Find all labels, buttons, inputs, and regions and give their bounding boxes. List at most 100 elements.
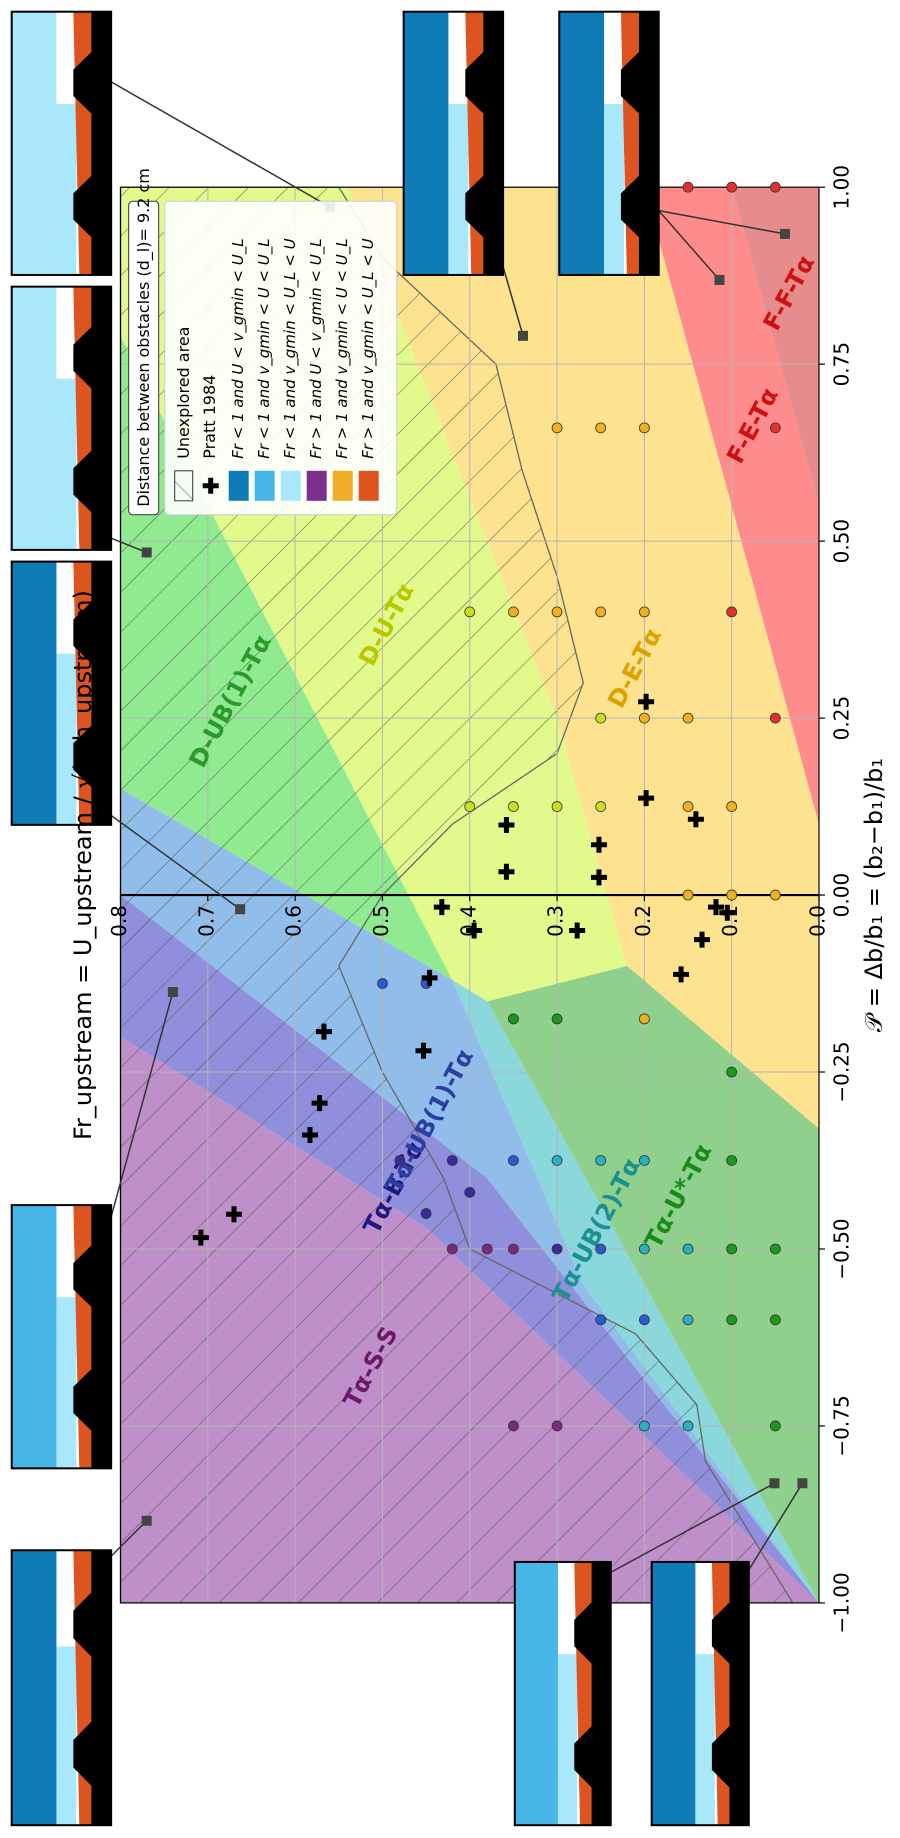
thumbnail-water [11, 561, 57, 825]
data-point [595, 422, 607, 434]
data-point [551, 1013, 563, 1025]
data-point [638, 422, 650, 434]
data-point [638, 1314, 650, 1326]
data-point [551, 1155, 563, 1166]
thumbnail-water-light [557, 1654, 578, 1826]
pratt-marker [569, 922, 586, 939]
connector [110, 991, 174, 1217]
pratt-marker [315, 1023, 332, 1040]
data-point [682, 1243, 694, 1255]
data-point [394, 1155, 406, 1166]
connector [608, 1482, 775, 1575]
thumbnail-water-light [56, 103, 77, 275]
x-tick-label: −0.50 [830, 1218, 854, 1279]
snapshot-marker [797, 1478, 808, 1489]
annotation-box [128, 200, 160, 516]
connector [110, 81, 331, 208]
thumbnail-floor [483, 11, 504, 275]
legend-swatch [358, 470, 379, 501]
data-point [595, 712, 607, 724]
thumbnail-water [11, 1205, 57, 1469]
connector [745, 1482, 804, 1575]
data-point [508, 1420, 519, 1432]
thumbnail-floor [91, 561, 112, 825]
regime-region [452, 979, 819, 1603]
thumbnail-floor [91, 11, 112, 275]
data-point [481, 1243, 493, 1255]
pratt-marker [192, 1229, 209, 1246]
data-point [551, 606, 563, 618]
data-point [638, 1155, 650, 1166]
data-point [638, 1420, 650, 1432]
data-point [420, 1208, 432, 1219]
data-point [769, 889, 781, 901]
legend-swatch [202, 477, 219, 494]
pratt-marker [694, 931, 711, 948]
thumbnail-floor [638, 11, 659, 275]
thumbnail-water-light [56, 1646, 77, 1826]
data-point [726, 1243, 738, 1255]
thumbnail-water [11, 1550, 57, 1826]
data-point [769, 1243, 781, 1255]
pratt-marker [415, 1042, 432, 1059]
pratt-marker [590, 869, 607, 886]
pratt-marker [498, 816, 515, 833]
legend-box [164, 200, 398, 516]
data-point [726, 1155, 738, 1166]
data-point [551, 422, 563, 434]
data-point [682, 712, 694, 724]
legend-label: Fr > 1 and v_gmin < U_L < U [359, 238, 378, 458]
thumbnail-water [559, 11, 605, 275]
x-tick-label: 0.00 [830, 873, 854, 918]
data-point [682, 1420, 694, 1432]
data-point [377, 978, 388, 989]
thumbnail-floor [91, 286, 112, 550]
data-point [682, 889, 694, 901]
thumbnail-water [11, 11, 57, 275]
legend-swatch [228, 470, 249, 501]
pratt-marker [673, 966, 690, 983]
data-point [464, 1186, 476, 1198]
data-point [446, 1155, 458, 1166]
data-point [508, 1155, 519, 1166]
connector [110, 537, 147, 554]
regime-region [644, 187, 819, 825]
connector [110, 814, 241, 910]
data-point [551, 1420, 563, 1432]
thumbnail-water-light [604, 103, 624, 275]
data-point [726, 181, 738, 193]
thumbnail-water-light [56, 378, 77, 550]
data-point [551, 1243, 563, 1255]
y-tick-label: 0.8 [107, 905, 131, 937]
data-point [769, 181, 781, 193]
x-tick-label: −0.25 [830, 1041, 854, 1102]
thumbnail-frame [10, 285, 113, 551]
pratt-marker [590, 836, 607, 853]
snapshot-marker [141, 1515, 152, 1526]
thumbnail-frame [10, 560, 113, 826]
thumbnail-water [403, 11, 449, 275]
data-point [508, 1013, 519, 1025]
thumbnail-frame [402, 10, 505, 276]
data-point [682, 1314, 694, 1326]
regime-region [731, 187, 819, 506]
y-tick-label: 0.2 [631, 905, 655, 937]
pratt-marker [301, 1127, 318, 1144]
data-point [595, 801, 607, 812]
x-tick-label: −1.00 [830, 1572, 854, 1633]
legend-swatch [174, 470, 194, 502]
data-point [682, 181, 694, 193]
snapshot-marker [141, 547, 152, 558]
legend-swatch [254, 470, 275, 501]
pratt-marker [433, 899, 450, 916]
y-axis-title: Fr_upstream = U_upstream / √(g h_upstrea… [69, 590, 97, 1140]
pratt-marker [421, 969, 438, 986]
pratt-marker [719, 904, 736, 921]
regime-region [487, 965, 819, 1603]
connector [110, 1520, 148, 1557]
snapshot-marker [779, 228, 790, 239]
x-tick-label: 0.75 [830, 342, 854, 387]
thumbnail-floor [729, 1561, 749, 1826]
